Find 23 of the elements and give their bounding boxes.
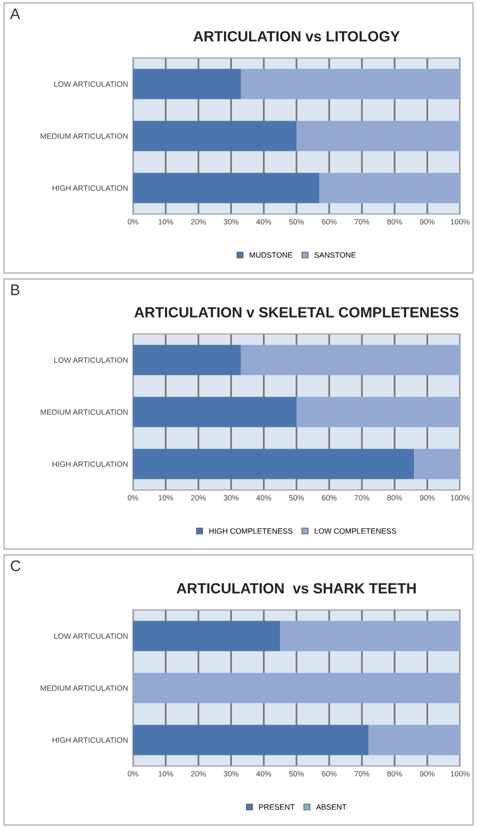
bar: [133, 448, 414, 480]
bar: [319, 172, 460, 204]
bar: [280, 620, 460, 652]
bar: [133, 396, 296, 428]
bar: [296, 396, 460, 428]
bar: [133, 620, 280, 652]
text: B: [11, 284, 20, 296]
chart-title: ARTICULATION vs LITOLOGY: [193, 31, 400, 42]
bar: [133, 172, 320, 204]
text: C: [10, 560, 20, 572]
bar: [133, 724, 368, 756]
text: A: [10, 8, 20, 20]
bar: [240, 68, 460, 100]
bar: [133, 68, 241, 100]
chart-title: ARTICULATION v SKELETAL COMPLETENESS: [134, 307, 458, 318]
bar: [368, 724, 460, 756]
bar: [414, 448, 460, 480]
bar: [133, 120, 296, 152]
bar: [133, 672, 460, 704]
chart-title: ARTICULATION vs SHARK TEETH: [176, 583, 416, 594]
bar: [296, 120, 460, 152]
bar: [240, 344, 460, 376]
bar: [133, 344, 241, 376]
